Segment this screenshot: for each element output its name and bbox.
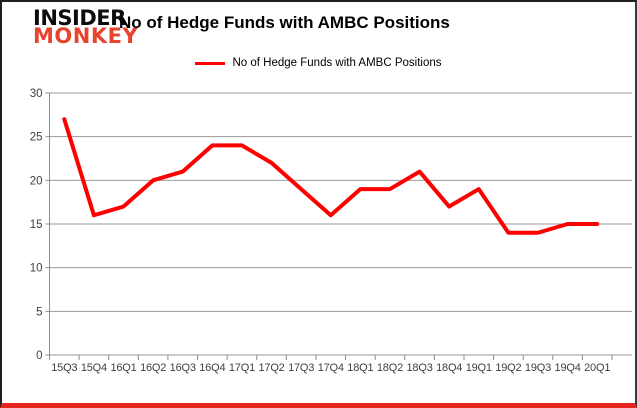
y-axis-label: 5 [36, 306, 42, 318]
x-axis-label: 20Q1 [584, 362, 610, 374]
logo-text-monkey: MONKEY [33, 24, 139, 49]
x-axis-label: 17Q3 [288, 362, 314, 374]
x-axis-label: 17Q2 [258, 362, 284, 374]
legend-line-swatch [195, 61, 226, 65]
chart-legend: No of Hedge Funds with AMBC Positions [2, 57, 635, 69]
y-axis-label: 25 [30, 132, 43, 144]
insider-monkey-logo: INSIDER MONKEY [33, 6, 139, 49]
y-axis-label: 10 [30, 263, 43, 275]
x-axis-label: 17Q1 [229, 362, 255, 374]
x-axis-label: 15Q4 [81, 362, 107, 374]
page-title: No of Hedge Funds with AMBC Positions [119, 13, 450, 32]
x-axis-label: 17Q4 [318, 362, 344, 374]
x-axis-label: 18Q4 [436, 362, 462, 374]
x-axis-label: 19Q4 [555, 362, 581, 374]
x-axis-label: 19Q3 [525, 362, 551, 374]
y-axis-label: 15 [30, 219, 43, 231]
y-axis-label: 20 [30, 175, 43, 187]
x-axis-label: 16Q3 [170, 362, 196, 374]
y-axis-label: 0 [36, 350, 42, 362]
y-axis-label: 30 [30, 88, 43, 100]
x-axis-label: 19Q1 [466, 362, 492, 374]
x-axis-label: 16Q4 [199, 362, 225, 374]
x-axis-label: 18Q1 [347, 362, 373, 374]
x-axis-label: 15Q3 [51, 362, 77, 374]
series-line [62, 117, 600, 235]
legend-label: No of Hedge Funds with AMBC Positions [232, 57, 442, 69]
x-axis-label: 19Q2 [495, 362, 521, 374]
x-axis-label: 18Q2 [377, 362, 403, 374]
x-axis-label: 18Q3 [407, 362, 433, 374]
x-axis-label: 16Q2 [140, 362, 166, 374]
logo-text-insider: INSIDER [33, 6, 126, 30]
x-axis-label: 16Q1 [110, 362, 136, 374]
